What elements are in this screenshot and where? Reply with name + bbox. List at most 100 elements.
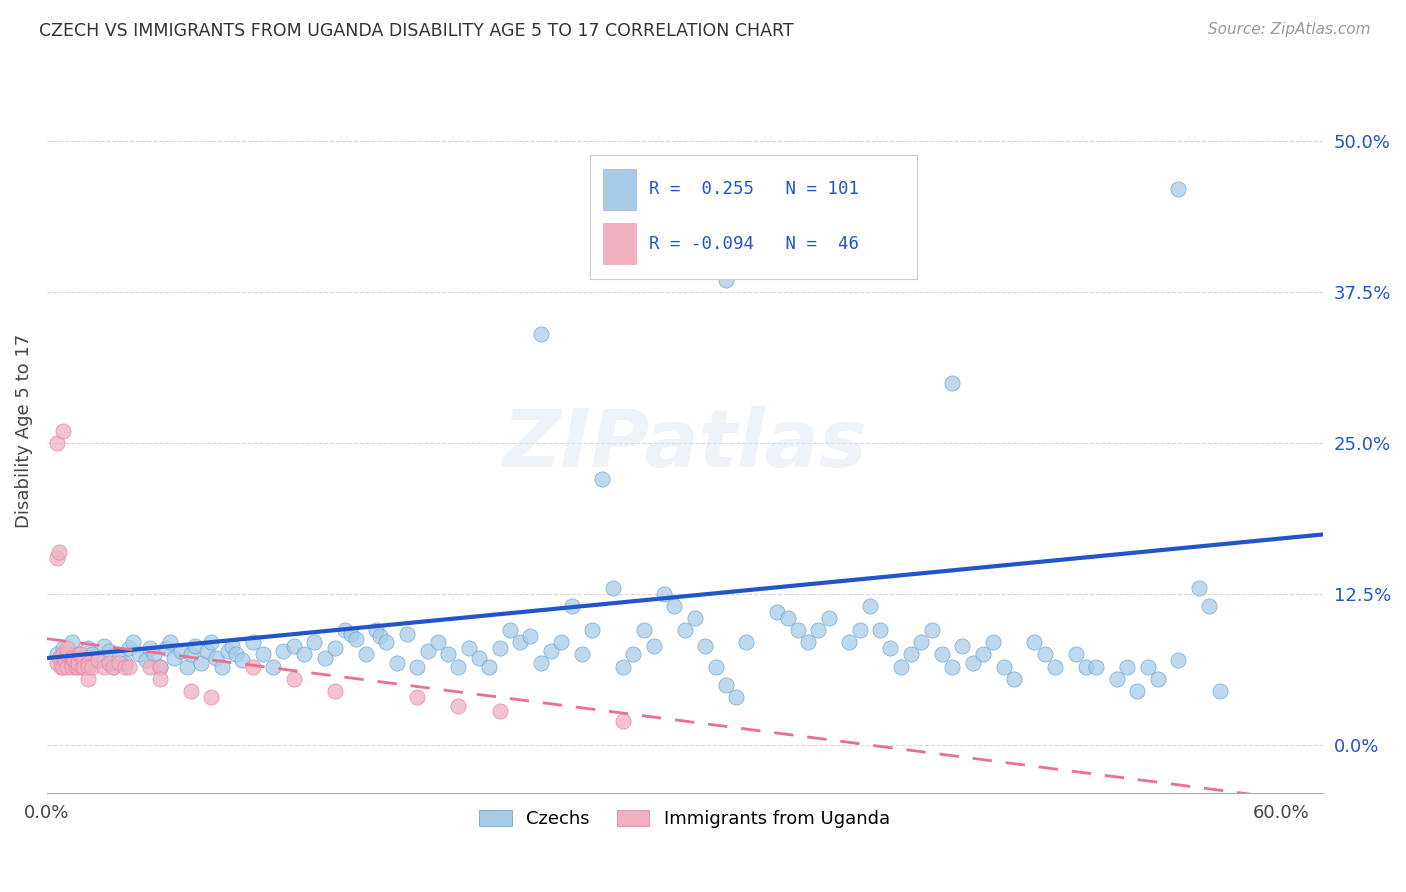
Point bbox=[180, 648, 202, 662]
Point bbox=[530, 656, 553, 670]
Point bbox=[62, 653, 84, 667]
Legend: Czechs, Immigrants from Uganda: Czechs, Immigrants from Uganda bbox=[472, 802, 897, 835]
Point bbox=[70, 659, 93, 673]
Point bbox=[714, 273, 737, 287]
Point bbox=[87, 653, 110, 667]
Point bbox=[972, 648, 994, 662]
Point bbox=[142, 648, 165, 662]
Point bbox=[60, 651, 83, 665]
Point bbox=[283, 639, 305, 653]
Point bbox=[375, 635, 398, 649]
Point bbox=[457, 641, 479, 656]
Point bbox=[242, 659, 264, 673]
Point bbox=[1147, 672, 1170, 686]
Point bbox=[190, 656, 212, 670]
Point bbox=[395, 627, 418, 641]
Text: R = -0.094   N =  46: R = -0.094 N = 46 bbox=[648, 235, 859, 252]
Point bbox=[56, 648, 79, 662]
Point bbox=[180, 683, 202, 698]
Point bbox=[1085, 659, 1108, 673]
Point bbox=[643, 639, 665, 653]
Point bbox=[108, 651, 131, 665]
Point bbox=[262, 659, 284, 673]
Point bbox=[1064, 648, 1087, 662]
Point bbox=[48, 651, 70, 665]
Point bbox=[447, 659, 470, 673]
Point bbox=[66, 656, 89, 670]
Point bbox=[540, 644, 562, 658]
Point bbox=[252, 648, 274, 662]
Point bbox=[1208, 683, 1230, 698]
Point bbox=[981, 635, 1004, 649]
Text: ZIPatlas: ZIPatlas bbox=[502, 407, 868, 484]
Point bbox=[56, 653, 79, 667]
Point bbox=[1105, 672, 1128, 686]
Point bbox=[82, 659, 104, 673]
Point bbox=[550, 635, 572, 649]
Point bbox=[519, 629, 541, 643]
Point bbox=[725, 690, 748, 704]
Text: Source: ZipAtlas.com: Source: ZipAtlas.com bbox=[1208, 22, 1371, 37]
Point bbox=[149, 659, 172, 673]
Y-axis label: Disability Age 5 to 17: Disability Age 5 to 17 bbox=[15, 334, 32, 528]
Point bbox=[426, 635, 449, 649]
Point bbox=[128, 648, 150, 662]
Point bbox=[612, 659, 634, 673]
Point bbox=[437, 648, 460, 662]
Point bbox=[118, 659, 141, 673]
Point bbox=[46, 648, 69, 662]
Point bbox=[60, 656, 83, 670]
Point bbox=[530, 327, 553, 342]
Point bbox=[118, 641, 141, 656]
Point bbox=[488, 641, 510, 656]
Point bbox=[621, 648, 644, 662]
Point bbox=[46, 550, 69, 565]
Point bbox=[52, 424, 75, 438]
Point bbox=[292, 648, 315, 662]
Point bbox=[786, 624, 808, 638]
Point bbox=[931, 648, 953, 662]
Point bbox=[101, 659, 124, 673]
Point bbox=[664, 599, 686, 613]
Point bbox=[66, 648, 89, 662]
Point bbox=[776, 611, 799, 625]
Point bbox=[1126, 683, 1149, 698]
Point bbox=[200, 635, 222, 649]
Point bbox=[561, 599, 583, 613]
Point bbox=[807, 624, 830, 638]
Point bbox=[962, 656, 984, 670]
Point bbox=[695, 639, 717, 653]
Point bbox=[77, 641, 100, 656]
Point bbox=[114, 656, 136, 670]
Point bbox=[602, 581, 624, 595]
Point bbox=[340, 627, 363, 641]
Point bbox=[1043, 659, 1066, 673]
Point bbox=[704, 659, 727, 673]
Point bbox=[406, 690, 429, 704]
Point bbox=[766, 605, 789, 619]
Point bbox=[46, 436, 69, 450]
Point bbox=[314, 651, 336, 665]
Point bbox=[304, 635, 326, 649]
Point bbox=[571, 648, 593, 662]
Point bbox=[797, 635, 820, 649]
Point bbox=[633, 624, 655, 638]
Point bbox=[890, 659, 912, 673]
Point bbox=[1002, 672, 1025, 686]
Point bbox=[48, 545, 70, 559]
Point bbox=[69, 648, 91, 662]
Point bbox=[817, 611, 839, 625]
Point bbox=[921, 624, 943, 638]
Point bbox=[155, 641, 177, 656]
Point bbox=[869, 624, 891, 638]
Point bbox=[87, 653, 110, 667]
Point bbox=[56, 641, 79, 656]
Point bbox=[499, 624, 522, 638]
Point bbox=[231, 653, 253, 667]
Point bbox=[97, 656, 120, 670]
Point bbox=[581, 624, 603, 638]
Point bbox=[101, 659, 124, 673]
Point bbox=[335, 624, 357, 638]
Point bbox=[184, 639, 207, 653]
Point bbox=[60, 635, 83, 649]
